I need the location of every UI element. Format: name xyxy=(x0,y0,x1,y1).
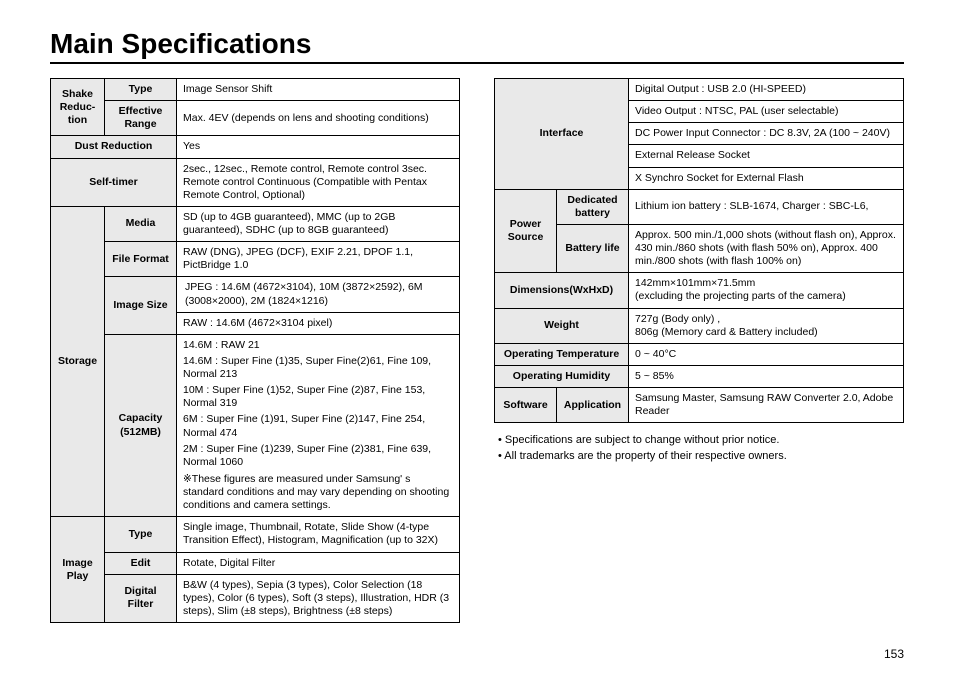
interface-header: Interface xyxy=(495,79,629,190)
page-title: Main Specifications xyxy=(50,28,904,64)
table-row: Self-timer 2sec., 12sec., Remote control… xyxy=(51,158,460,206)
spec-value: 5 ~ 85% xyxy=(629,365,904,387)
spec-label: Dedicated battery xyxy=(557,189,629,224)
spec-label: Battery life xyxy=(557,224,629,272)
spec-table-right: Interface Digital Output : USB 2.0 (HI-S… xyxy=(494,78,904,423)
capacity-line: 14.6M : RAW 21 xyxy=(183,339,453,352)
shake-reduction-header: Shake Reduc-tion xyxy=(51,79,105,136)
spec-value: X Synchro Socket for External Flash xyxy=(629,167,904,189)
spec-value: RAW : 14.6M (4672×3104 pixel) xyxy=(177,312,460,334)
spec-table-left: Shake Reduc-tion Type Image Sensor Shift… xyxy=(50,78,460,623)
spec-value: Yes xyxy=(177,136,460,158)
spec-value: 14.6M : RAW 21 14.6M : Super Fine (1)35, … xyxy=(177,334,460,517)
spec-value: Image Sensor Shift xyxy=(177,79,460,101)
spec-label: Effective Range xyxy=(105,101,177,136)
spec-label: Digital Filter xyxy=(105,574,177,622)
table-row: Edit Rotate, Digital Filter xyxy=(51,552,460,574)
table-row: Dimensions(WxHxD) 142mm×101mm×71.5mm (ex… xyxy=(495,273,904,308)
capacity-line: 2M : Super Fine (1)239, Super Fine (2)38… xyxy=(183,443,453,469)
spec-value: 727g (Body only) , 806g (Memory card & B… xyxy=(629,308,904,343)
spec-value: 2sec., 12sec., Remote control, Remote co… xyxy=(177,158,460,206)
table-row: Power Source Dedicated battery Lithium i… xyxy=(495,189,904,224)
power-header: Power Source xyxy=(495,189,557,273)
spec-label: Media xyxy=(105,206,177,241)
spec-label: Weight xyxy=(495,308,629,343)
spec-label: Operating Humidity xyxy=(495,365,629,387)
spec-label: Application xyxy=(557,388,629,423)
spec-label: Edit xyxy=(105,552,177,574)
capacity-line: 6M : Super Fine (1)91, Super Fine (2)147… xyxy=(183,413,453,439)
table-row: Image Size JPEG : 14.6M (4672×3104), 10M… xyxy=(51,277,460,312)
spec-value: External Release Socket xyxy=(629,145,904,167)
spec-label: Capacity (512MB) xyxy=(105,334,177,517)
spec-label: Dimensions(WxHxD) xyxy=(495,273,629,308)
spec-value: RAW (DNG), JPEG (DCF), EXIF 2.21, DPOF 1… xyxy=(177,242,460,277)
page-number: 153 xyxy=(884,647,904,661)
footnote-item: • Specifications are subject to change w… xyxy=(498,433,904,449)
spec-label: Type xyxy=(105,79,177,101)
spec-label: Operating Temperature xyxy=(495,343,629,365)
footnote-item: • All trademarks are the property of the… xyxy=(498,449,904,465)
spec-value: Single image, Thumbnail, Rotate, Slide S… xyxy=(177,517,460,552)
capacity-line: 10M : Super Fine (1)52, Super Fine (2)87… xyxy=(183,384,453,410)
spec-value: 0 ~ 40°C xyxy=(629,343,904,365)
imageplay-header: Image Play xyxy=(51,517,105,623)
storage-header: Storage xyxy=(51,206,105,516)
software-header: Software xyxy=(495,388,557,423)
spec-label: Image Size xyxy=(105,277,177,334)
spec-label: Type xyxy=(105,517,177,552)
spec-value: Digital Output : USB 2.0 (HI-SPEED) xyxy=(629,79,904,101)
table-row: Shake Reduc-tion Type Image Sensor Shift xyxy=(51,79,460,101)
spec-value: B&W (4 types), Sepia (3 types), Color Se… xyxy=(177,574,460,622)
table-row: Digital Filter B&W (4 types), Sepia (3 t… xyxy=(51,574,460,622)
spec-value: SD (up to 4GB guaranteed), MMC (up to 2G… xyxy=(177,206,460,241)
table-row: Capacity (512MB) 14.6M : RAW 21 14.6M : S… xyxy=(51,334,460,517)
table-row: Effective Range Max. 4EV (depends on len… xyxy=(51,101,460,136)
footnotes: • Specifications are subject to change w… xyxy=(494,433,904,465)
table-row: Storage Media SD (up to 4GB guaranteed),… xyxy=(51,206,460,241)
table-row: Software Application Samsung Master, Sam… xyxy=(495,388,904,423)
table-row: Weight 727g (Body only) , 806g (Memory c… xyxy=(495,308,904,343)
spec-value: Max. 4EV (depends on lens and shooting c… xyxy=(177,101,460,136)
spec-value: Samsung Master, Samsung RAW Converter 2.… xyxy=(629,388,904,423)
spec-value: Video Output : NTSC, PAL (user selectabl… xyxy=(629,101,904,123)
table-row: Operating Temperature 0 ~ 40°C xyxy=(495,343,904,365)
spec-value: 142mm×101mm×71.5mm (excluding the projec… xyxy=(629,273,904,308)
spec-value: DC Power Input Connector : DC 8.3V, 2A (… xyxy=(629,123,904,145)
table-row: Battery life Approx. 500 min./1,000 shot… xyxy=(495,224,904,272)
right-column: Interface Digital Output : USB 2.0 (HI-S… xyxy=(494,78,904,623)
spec-value: Rotate, Digital Filter xyxy=(177,552,460,574)
capacity-note: ※These figures are measured under Samsun… xyxy=(183,473,453,512)
capacity-line: 14.6M : Super Fine (1)35, Super Fine(2)6… xyxy=(183,355,453,381)
table-row: File Format RAW (DNG), JPEG (DCF), EXIF … xyxy=(51,242,460,277)
table-row: Interface Digital Output : USB 2.0 (HI-S… xyxy=(495,79,904,101)
spec-value: Lithium ion battery : SLB-1674, Charger … xyxy=(629,189,904,224)
spec-label: Self-timer xyxy=(51,158,177,206)
spec-value: Approx. 500 min./1,000 shots (without fl… xyxy=(629,224,904,272)
table-row: Image Play Type Single image, Thumbnail,… xyxy=(51,517,460,552)
table-row: Dust Reduction Yes xyxy=(51,136,460,158)
spec-label: File Format xyxy=(105,242,177,277)
left-column: Shake Reduc-tion Type Image Sensor Shift… xyxy=(50,78,460,623)
spec-value: JPEG : 14.6M (4672×3104), 10M (3872×2592… xyxy=(177,277,460,312)
spec-label: Dust Reduction xyxy=(51,136,177,158)
table-row: Operating Humidity 5 ~ 85% xyxy=(495,365,904,387)
